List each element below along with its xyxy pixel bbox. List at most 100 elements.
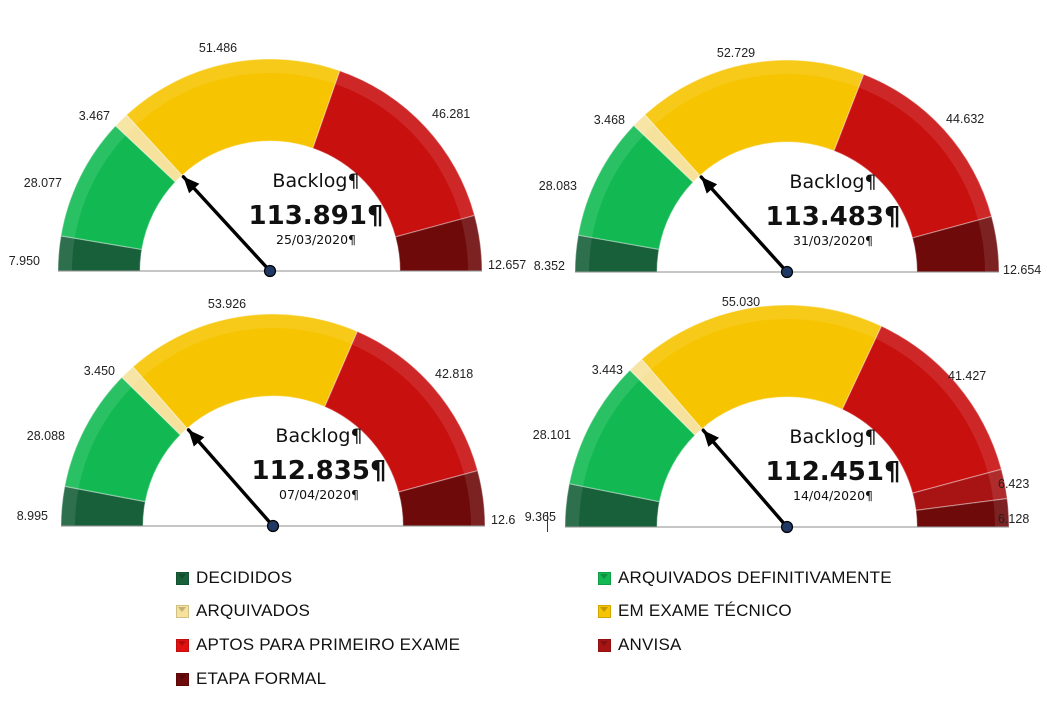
legend-swatch [598, 638, 611, 652]
segment-highlight [61, 486, 79, 526]
legend-label: DECIDIDOS [196, 568, 293, 587]
legend-item-em-exame-tecnico: EM EXAME TÉCNICO [598, 598, 792, 624]
segment-highlight [64, 377, 132, 489]
needle-pivot [266, 519, 280, 533]
segment-highlight [60, 125, 126, 239]
segment-value-label: 44.632 [946, 112, 984, 126]
segment-highlight [644, 59, 864, 126]
legend-swatch [176, 638, 189, 652]
segment-highlight [875, 326, 1002, 473]
gauge-title: Backlog¶ [789, 426, 876, 448]
gauge-title: Backlog¶ [789, 171, 876, 193]
gauge-title: Backlog¶ [272, 170, 359, 192]
gauge-total: 113.891¶ [249, 201, 384, 231]
needle-pivot [780, 520, 794, 534]
segment-value-label: 53.926 [208, 297, 246, 311]
segment-highlight [335, 70, 475, 220]
legend-swatch [598, 604, 611, 618]
segment-value-label: 3.450 [84, 364, 115, 378]
legend-label: ANVISA [618, 635, 682, 654]
segment-highlight [987, 469, 1008, 501]
segment-value-label: 3.468 [594, 113, 625, 127]
needle-pivot [780, 265, 794, 279]
segment-aptos-para-primeiro-exame [312, 70, 476, 238]
segment-value-label: 51.486 [199, 41, 237, 55]
gauge-date: 25/03/2020¶ [276, 232, 356, 247]
segment-value-label: 12.657 [488, 258, 526, 272]
segment-em-exame-tecnico [125, 58, 341, 177]
legend-swatch [176, 672, 189, 686]
legend-label: EM EXAME TÉCNICO [618, 601, 792, 620]
legend-label: APTOS PARA PRIMEIRO EXAME [196, 635, 461, 654]
segment-highlight [575, 235, 593, 272]
gauge-4: 9.365 28.101 3.443 55.030 41.427 6.423 6.128 Ba… [525, 295, 1029, 534]
text-cursor [547, 512, 548, 532]
gauge-3: 8.995 28.088 3.450 53.926 42.818 12.6 Backlog¶… [17, 297, 515, 533]
segment-highlight [858, 74, 992, 221]
segment-value-label: 28.101 [533, 428, 571, 442]
segment-highlight [351, 331, 478, 475]
legend-item-arquivados: ARQUIVADOS [176, 598, 310, 624]
gauge-needle [181, 175, 272, 273]
segment-value-label: 28.088 [27, 429, 65, 443]
segment-em-exame-tecnico [640, 304, 883, 430]
legend-label: ETAPA FORMAL [196, 669, 327, 688]
legend-label: ARQUIVADOS DEFINITIVAMENTE [618, 568, 892, 587]
legend-item-anvisa: ANVISA [598, 632, 682, 658]
gauge-needle [699, 175, 789, 274]
segment-highlight [464, 470, 485, 526]
segment-aptos-para-primeiro-exame [841, 325, 1003, 494]
legend: DECIDIDOS ARQUIVADOS DEFINITIVAMENTE ARQ… [0, 560, 1047, 710]
segment-highlight [569, 370, 640, 487]
segment-value-label: 42.818 [435, 367, 473, 381]
segment-aptos-para-primeiro-exame [833, 73, 993, 239]
segment-value-label: 8.352 [534, 259, 565, 273]
needle-arrowhead [701, 177, 718, 194]
legend-item-etapa-formal: ETAPA FORMAL [176, 666, 326, 692]
segment-value-label: 28.083 [539, 179, 577, 193]
segment-highlight [115, 114, 137, 136]
needle-arrowhead [703, 430, 719, 447]
gauge-title: Backlog¶ [275, 425, 362, 447]
legend-item-aptos-primeiro-exame: APTOS PARA PRIMEIRO EXAME [176, 632, 460, 658]
legend-swatch [598, 571, 611, 585]
segment-highlight [121, 366, 143, 388]
gauge-1: 7.950 28.077 3.467 51.486 46.281 12.657 Backlo… [9, 41, 526, 278]
needle-arrowhead [183, 176, 200, 194]
segment-value-label: 3.443 [592, 363, 623, 377]
segment-value-label: 3.467 [79, 109, 110, 123]
legend-item-arquivados-definitivamente: ARQUIVADOS DEFINITIVAMENTE [598, 565, 892, 591]
segment-highlight [565, 483, 583, 527]
segment-highlight [58, 235, 75, 271]
gauge-2: 8.352 28.083 3.468 52.729 44.632 12.654 Backlo… [534, 46, 1041, 279]
segment-value-label: 12.6 [491, 513, 515, 527]
legend-swatch [176, 604, 189, 618]
segment-em-exame-tecnico [132, 313, 359, 430]
segment-value-label: 55.030 [722, 295, 760, 309]
gauge-date: 14/04/2020¶ [793, 488, 873, 503]
legend-swatch [176, 571, 189, 585]
gauge-charts: 7.950 28.077 3.467 51.486 46.281 12.657 Backlo… [9, 41, 1041, 534]
segment-arquivados-definitivamente [577, 124, 694, 251]
segment-highlight [133, 314, 358, 378]
segment-arquivados [114, 114, 183, 183]
gauge-needle [186, 428, 275, 528]
segment-value-label: 41.427 [948, 369, 986, 383]
segment-value-label: 46.281 [432, 107, 470, 121]
segment-highlight [578, 125, 644, 238]
segment-highlight [641, 305, 882, 370]
segment-highlight [978, 216, 999, 272]
segment-value-label: 52.729 [717, 46, 755, 60]
needle-arrowhead [188, 429, 205, 447]
segment-highlight [629, 359, 651, 380]
gauge-needle [701, 428, 789, 529]
segment-decididos [57, 235, 143, 272]
gauge-date: 07/04/2020¶ [279, 487, 359, 502]
gauge-total: 112.451¶ [766, 457, 901, 487]
segment-value-label: 8.995 [17, 509, 48, 523]
legend-label: ARQUIVADOS [196, 601, 311, 620]
segment-em-exame-tecnico [644, 59, 865, 177]
segment-value-label: 9.365 [525, 510, 556, 524]
segment-highlight [126, 59, 340, 126]
segment-value-label: 7.950 [9, 254, 40, 268]
